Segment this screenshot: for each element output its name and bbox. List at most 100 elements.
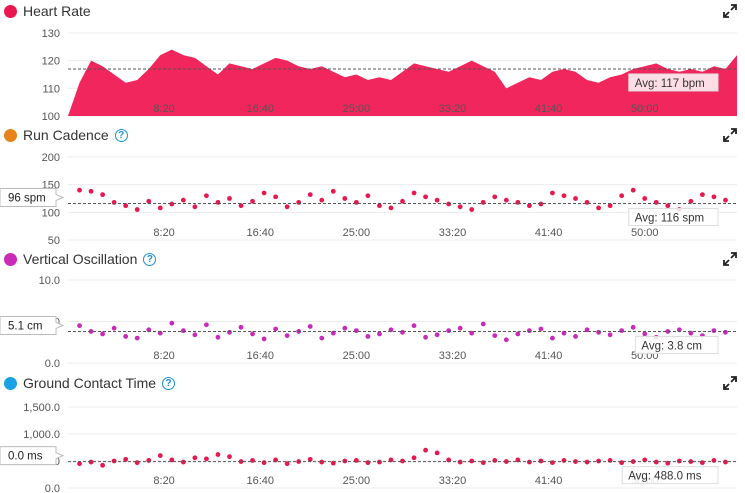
data-point [227, 454, 232, 460]
data-point [284, 461, 290, 467]
ground-contact-time-title: Ground Contact Time ? [4, 374, 176, 392]
data-point [515, 331, 521, 337]
data-point [665, 203, 671, 209]
data-point [688, 198, 694, 204]
expand-icon[interactable] [723, 128, 737, 142]
data-point [423, 334, 428, 340]
expand-icon[interactable] [723, 376, 737, 390]
data-point [77, 461, 82, 467]
data-point [469, 207, 475, 212]
data-point [561, 193, 567, 199]
data-point [134, 207, 140, 212]
data-point [676, 458, 682, 464]
data-point [146, 198, 152, 204]
data-point [619, 328, 625, 334]
help-icon[interactable]: ? [162, 376, 176, 390]
y-tick-label: 1,500.0 [23, 402, 60, 414]
data-point [550, 460, 555, 466]
data-point [446, 457, 452, 463]
data-point [550, 190, 555, 196]
data-point [711, 328, 717, 334]
data-point [642, 457, 648, 463]
data-point [319, 335, 325, 341]
data-point [169, 201, 175, 207]
data-point [723, 197, 728, 203]
data-point [607, 332, 613, 338]
data-point [503, 197, 509, 203]
data-point [192, 455, 198, 461]
help-icon[interactable]: ? [114, 128, 128, 142]
data-point [573, 334, 578, 339]
data-point [492, 333, 498, 339]
average-label-box [628, 207, 719, 226]
data-point [319, 459, 325, 465]
data-point [434, 197, 440, 203]
vertical-oscillation-title-text: Vertical Oscillation [23, 251, 138, 267]
data-point [492, 194, 498, 200]
x-tick-label: 16:40 [246, 475, 274, 487]
data-point [169, 457, 175, 463]
x-tick-label: 25:00 [343, 475, 371, 487]
data-point [227, 329, 232, 335]
average-label: Avg: 117 bpm [635, 78, 705, 90]
data-point [711, 194, 717, 200]
data-point [261, 190, 267, 196]
y-tick-label: 0.0 [45, 483, 60, 493]
x-tick-label: 33:20 [439, 475, 467, 487]
x-tick-label: 25:00 [343, 227, 371, 239]
data-point [134, 460, 140, 466]
data-point [526, 328, 532, 334]
data-point [446, 328, 452, 334]
x-tick-label: 8:20 [153, 475, 174, 487]
data-point [100, 331, 106, 337]
data-point [411, 455, 417, 461]
ground-contact-time-dot [4, 376, 17, 390]
x-tick-label: 50:00 [631, 227, 659, 239]
x-tick-label: 25:00 [343, 350, 371, 362]
data-point [215, 452, 221, 457]
y-tick-label: 200 [42, 152, 60, 164]
data-point [307, 324, 313, 329]
data-point [88, 459, 94, 465]
data-point [342, 325, 348, 331]
data-point [434, 450, 440, 456]
data-point [330, 188, 336, 194]
data-point [630, 187, 636, 193]
x-tick-label: 16:40 [246, 350, 274, 362]
x-tick-label: 50:00 [631, 103, 659, 115]
data-point [446, 201, 452, 207]
data-point [227, 196, 232, 201]
help-icon[interactable]: ? [143, 252, 157, 266]
data-point [238, 459, 244, 464]
data-point [434, 332, 440, 338]
data-point [503, 459, 509, 464]
data-point [630, 324, 636, 330]
data-point [596, 205, 601, 211]
data-point [665, 329, 671, 334]
heart-rate-title-text: Heart Rate [23, 3, 91, 19]
run-cadence-title-text: Run Cadence [23, 127, 109, 143]
average-label: Avg: 488.0 ms [628, 471, 702, 483]
expand-icon[interactable] [723, 4, 737, 18]
data-point [584, 199, 590, 205]
data-point [273, 457, 279, 463]
data-point [400, 329, 405, 335]
data-point [457, 325, 463, 331]
value-callout-text: 5.1 cm [8, 320, 43, 332]
data-point [480, 199, 486, 205]
data-point [204, 322, 209, 328]
data-point [550, 335, 555, 341]
x-tick-label: 41:40 [535, 103, 563, 115]
data-point [469, 458, 475, 464]
y-tick-label: 100 [42, 111, 60, 123]
data-point [607, 203, 613, 209]
data-point [642, 196, 648, 201]
data-point [111, 458, 117, 464]
data-point [273, 194, 279, 200]
data-point [296, 199, 302, 205]
heart-rate-area [68, 49, 737, 116]
y-tick-label: 110 [42, 83, 60, 95]
expand-icon[interactable] [723, 252, 737, 266]
data-point [596, 329, 601, 335]
